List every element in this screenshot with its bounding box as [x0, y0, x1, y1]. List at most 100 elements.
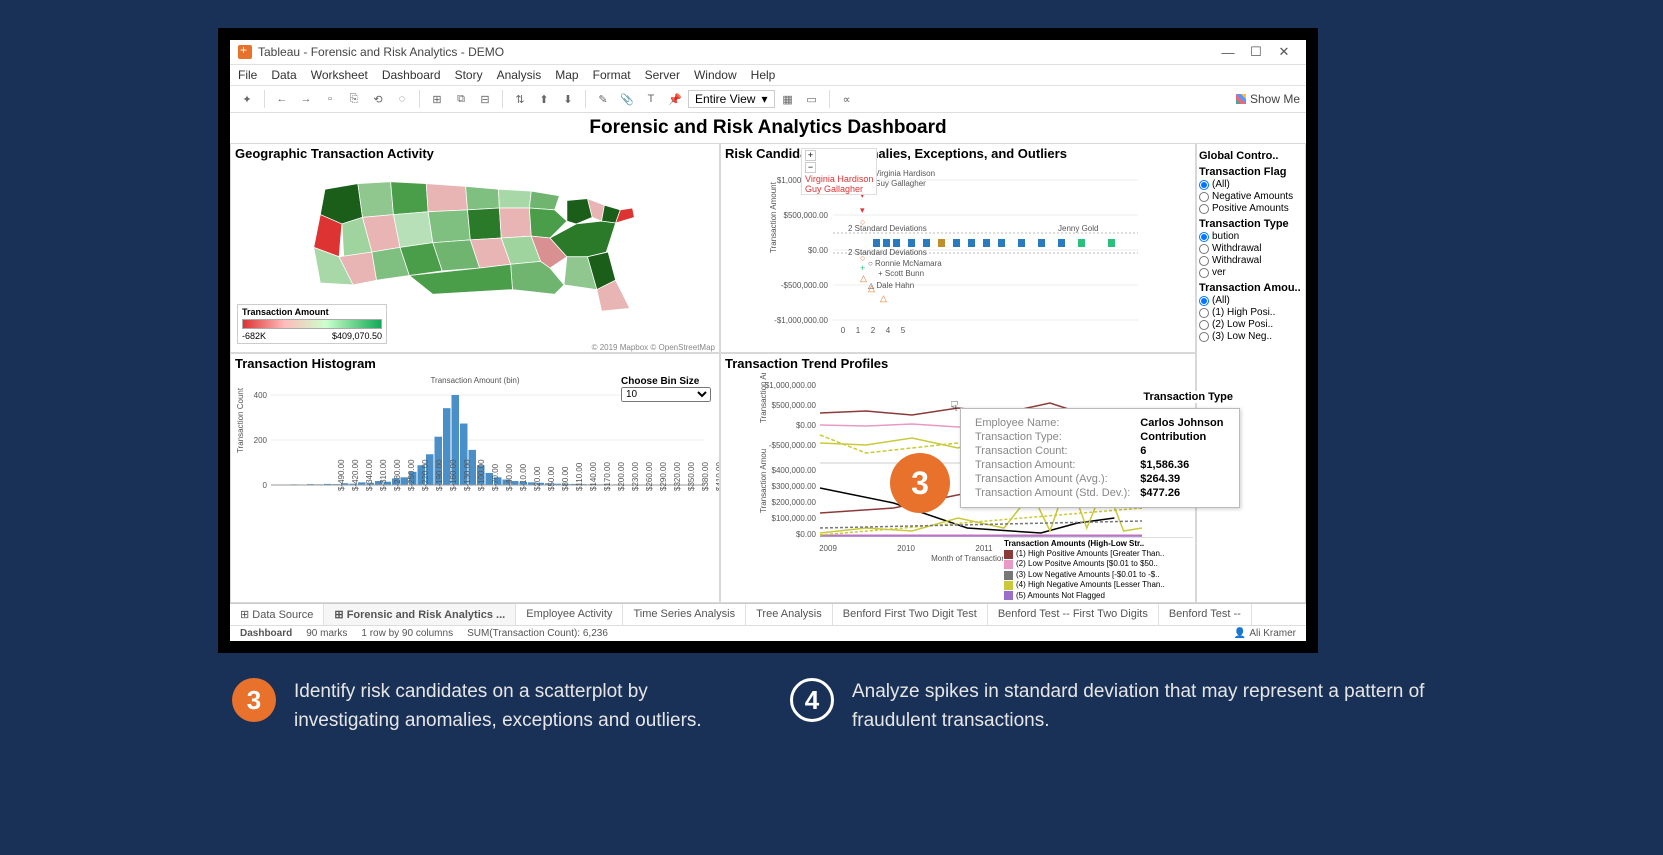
- show-me-button[interactable]: Show Me: [1236, 92, 1300, 106]
- scatter-point[interactable]: [983, 239, 990, 247]
- legend-row[interactable]: (4) High Negative Amounts [Lesser Than..: [1004, 580, 1192, 590]
- scatter-panel[interactable]: Risk Candidates -- Anomalies, Exceptions…: [720, 143, 1196, 353]
- outlier-marker[interactable]: △: [880, 293, 887, 303]
- radio-option[interactable]: (2) Low Posi..: [1199, 319, 1303, 330]
- sheet-tab[interactable]: Tree Analysis: [746, 604, 833, 625]
- scatter-point[interactable]: [938, 239, 945, 247]
- radio-input[interactable]: [1199, 232, 1209, 242]
- sheet-tab[interactable]: ⊞ Forensic and Risk Analytics ...: [324, 604, 516, 625]
- new-data-button[interactable]: ⎘: [343, 89, 365, 109]
- outlier-marker[interactable]: ▾: [860, 205, 865, 215]
- presentation-button[interactable]: ▭: [801, 89, 823, 109]
- radio-input[interactable]: [1199, 268, 1209, 278]
- scatter-point[interactable]: [1018, 239, 1025, 247]
- outlier-marker[interactable]: △: [868, 283, 875, 293]
- share-button[interactable]: ∝: [836, 89, 858, 109]
- state-shape[interactable]: [529, 191, 559, 210]
- radio-option[interactable]: (1) High Posi..: [1199, 307, 1303, 318]
- menu-story[interactable]: Story: [455, 68, 483, 82]
- forward-button[interactable]: →: [295, 89, 317, 109]
- group-button[interactable]: 📎: [616, 89, 638, 109]
- radio-option[interactable]: Withdrawal: [1199, 255, 1303, 266]
- state-shape[interactable]: [511, 261, 564, 294]
- new-worksheet-button[interactable]: ⊞: [426, 89, 448, 109]
- duplicate-button[interactable]: ⧉: [450, 89, 472, 109]
- dashboard-button[interactable]: ▦: [777, 89, 799, 109]
- state-shape[interactable]: [393, 212, 432, 248]
- scatter-point[interactable]: [923, 239, 930, 247]
- menu-analysis[interactable]: Analysis: [497, 68, 542, 82]
- scatter-point[interactable]: [1108, 239, 1115, 247]
- state-shape[interactable]: [498, 189, 531, 208]
- state-shape[interactable]: [468, 208, 502, 240]
- map-panel[interactable]: Geographic Transaction Activity Transact…: [230, 143, 720, 353]
- legend-row[interactable]: (1) High Positive Amounts [Greater Than.…: [1004, 549, 1192, 559]
- radio-option[interactable]: (3) Low Neg..: [1199, 331, 1303, 342]
- radio-input[interactable]: [1199, 180, 1209, 190]
- scatter-point[interactable]: [1078, 239, 1085, 247]
- scatter-point[interactable]: [883, 239, 890, 247]
- menu-server[interactable]: Server: [645, 68, 680, 82]
- sheet-tab[interactable]: Time Series Analysis: [623, 604, 746, 625]
- pin-button[interactable]: 📌: [664, 89, 686, 109]
- save-button[interactable]: ▫: [319, 89, 341, 109]
- radio-input[interactable]: [1199, 192, 1209, 202]
- state-shape[interactable]: [499, 208, 531, 238]
- refresh-button[interactable]: ⟲: [367, 89, 389, 109]
- swap-button[interactable]: ⇅: [509, 89, 531, 109]
- scatter-point[interactable]: [953, 239, 960, 247]
- state-shape[interactable]: [358, 182, 394, 218]
- sheet-tab[interactable]: Employee Activity: [516, 604, 623, 625]
- outlier-marker[interactable]: +: [860, 263, 865, 273]
- radio-input[interactable]: [1199, 332, 1209, 342]
- radio-option[interactable]: Negative Amounts: [1199, 191, 1303, 202]
- menu-data[interactable]: Data: [271, 68, 296, 82]
- radio-input[interactable]: [1199, 296, 1209, 306]
- menu-map[interactable]: Map: [555, 68, 578, 82]
- radio-option[interactable]: (All): [1199, 179, 1303, 190]
- radio-option[interactable]: (All): [1199, 295, 1303, 306]
- outlier-marker[interactable]: △: [860, 273, 867, 283]
- scatter-chart[interactable]: $1,000,000.00$500,000.00$0.00-$500,000.0…: [721, 163, 1195, 338]
- state-shape[interactable]: [391, 182, 429, 215]
- status-user[interactable]: 👤 Ali Kramer: [1234, 628, 1296, 639]
- sheet-tab[interactable]: Benford Test -- First Two Digits: [988, 604, 1159, 625]
- state-shape[interactable]: [428, 210, 470, 243]
- menu-worksheet[interactable]: Worksheet: [311, 68, 368, 82]
- radio-option[interactable]: Positive Amounts: [1199, 203, 1303, 214]
- highlight-button[interactable]: ✎: [592, 89, 614, 109]
- state-shape[interactable]: [426, 184, 467, 212]
- scatter-point[interactable]: [1038, 239, 1045, 247]
- scatter-point[interactable]: [908, 239, 915, 247]
- radio-input[interactable]: [1199, 256, 1209, 266]
- radio-input[interactable]: [1199, 320, 1209, 330]
- close-button[interactable]: ✕: [1270, 44, 1298, 60]
- radio-option[interactable]: bution: [1199, 231, 1303, 242]
- sort-desc-button[interactable]: ⬇: [557, 89, 579, 109]
- zoom-out-button[interactable]: −: [805, 162, 816, 173]
- sheet-tab[interactable]: ⊞ Data Source: [230, 604, 324, 625]
- minimize-button[interactable]: —: [1214, 45, 1242, 60]
- clear-button[interactable]: ⊟: [474, 89, 496, 109]
- back-button[interactable]: ←: [271, 89, 293, 109]
- radio-option[interactable]: Withdrawal: [1199, 243, 1303, 254]
- legend-row[interactable]: (2) Low Positve Amounts [$0.01 to $50..: [1004, 559, 1192, 569]
- scatter-point[interactable]: [893, 239, 900, 247]
- menu-window[interactable]: Window: [694, 68, 737, 82]
- bin-size-select[interactable]: 10: [621, 387, 711, 402]
- sheet-tab[interactable]: Benford First Two Digit Test: [833, 604, 988, 625]
- sheet-tab[interactable]: Benford Test --: [1159, 604, 1252, 625]
- menu-help[interactable]: Help: [751, 68, 776, 82]
- legend-row[interactable]: (3) Low Negative Amounts [-$0.01 to -$..: [1004, 570, 1192, 580]
- menu-dashboard[interactable]: Dashboard: [382, 68, 441, 82]
- radio-input[interactable]: [1199, 308, 1209, 318]
- radio-input[interactable]: [1199, 244, 1209, 254]
- state-shape[interactable]: [466, 186, 500, 209]
- auto-update-button[interactable]: ◌: [391, 89, 413, 109]
- menu-file[interactable]: File: [238, 68, 257, 82]
- zoom-in-button[interactable]: +: [805, 150, 816, 161]
- sort-asc-button[interactable]: ⬆: [533, 89, 555, 109]
- menu-format[interactable]: Format: [593, 68, 631, 82]
- scatter-point[interactable]: [968, 239, 975, 247]
- maximize-button[interactable]: ☐: [1242, 44, 1270, 60]
